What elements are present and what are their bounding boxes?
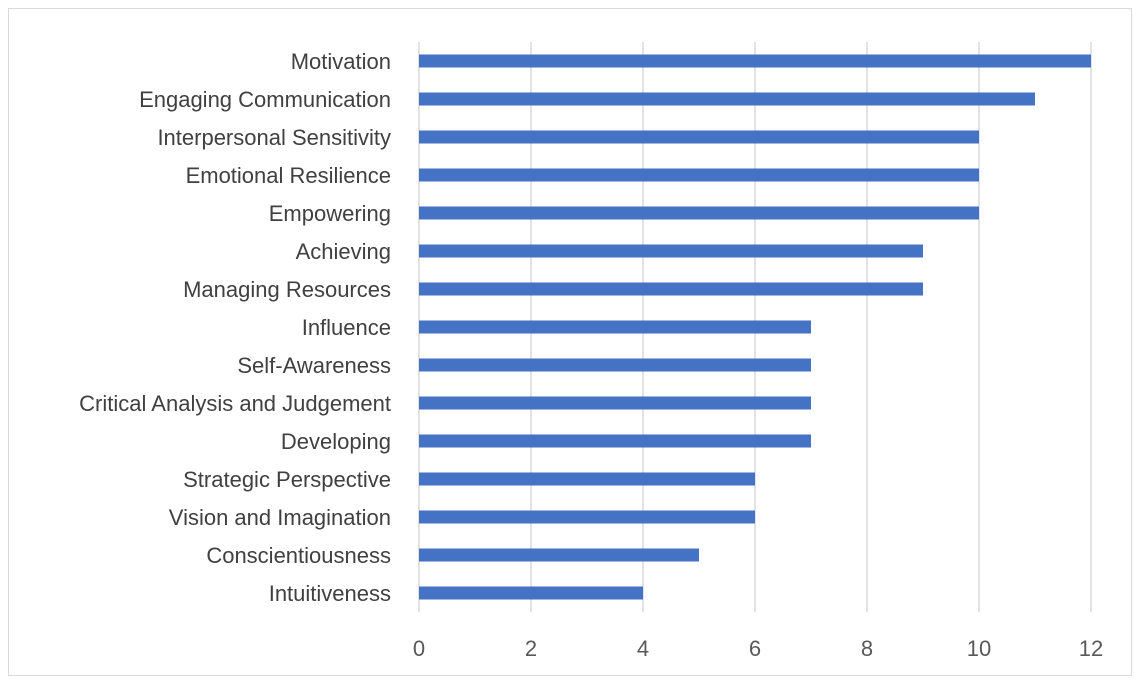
category-label-vision-and-imagination: Vision and Imagination [169, 505, 391, 530]
bars [419, 54, 1091, 600]
x-tick-label-8: 8 [861, 636, 873, 661]
x-tick-label-0: 0 [413, 636, 425, 661]
bar-engaging-communication [419, 92, 1035, 106]
category-label-achieving: Achieving [296, 239, 391, 264]
chart-frame [8, 8, 1132, 676]
bar-emotional-resilience [419, 168, 979, 182]
category-label-self-awareness: Self-Awareness [237, 353, 391, 378]
bar-strategic-perspective [419, 472, 755, 486]
bar-intuitiveness [419, 586, 643, 600]
bar-self-awareness [419, 358, 811, 372]
category-labels: Motivation Engaging Communication Interper… [79, 49, 391, 606]
category-label-motivation: Motivation [291, 49, 391, 74]
bar-achieving [419, 244, 923, 258]
bar-interpersonal-sensitivity [419, 130, 979, 144]
bar-managing-resources [419, 282, 923, 296]
bar-conscientiousness [419, 548, 699, 562]
bar-developing [419, 434, 811, 448]
x-tick-label-6: 6 [749, 636, 761, 661]
bar-vision-and-imagination [419, 510, 755, 524]
category-label-influence: Influence [302, 315, 391, 340]
x-tick-label-12: 12 [1079, 636, 1103, 661]
bar-motivation [419, 54, 1091, 68]
category-label-empowering: Empowering [269, 201, 391, 226]
x-tick-label-10: 10 [967, 636, 991, 661]
bar-empowering [419, 206, 979, 220]
category-label-critical-analysis-and-judgement: Critical Analysis and Judgement [79, 391, 391, 416]
category-label-conscientiousness: Conscientiousness [206, 543, 391, 568]
x-tick-label-2: 2 [525, 636, 537, 661]
category-label-intuitiveness: Intuitiveness [269, 581, 391, 606]
category-label-strategic-perspective: Strategic Perspective [183, 467, 391, 492]
x-axis-tick-labels: 0 2 4 6 8 10 12 [413, 636, 1103, 661]
x-tick-label-4: 4 [637, 636, 649, 661]
category-label-managing-resources: Managing Resources [183, 277, 391, 302]
bar-critical-analysis-and-judgement [419, 396, 811, 410]
bar-influence [419, 320, 811, 334]
category-label-developing: Developing [281, 429, 391, 454]
category-label-interpersonal-sensitivity: Interpersonal Sensitivity [157, 125, 391, 150]
category-label-engaging-communication: Engaging Communication [139, 87, 391, 112]
category-label-emotional-resilience: Emotional Resilience [186, 163, 391, 188]
